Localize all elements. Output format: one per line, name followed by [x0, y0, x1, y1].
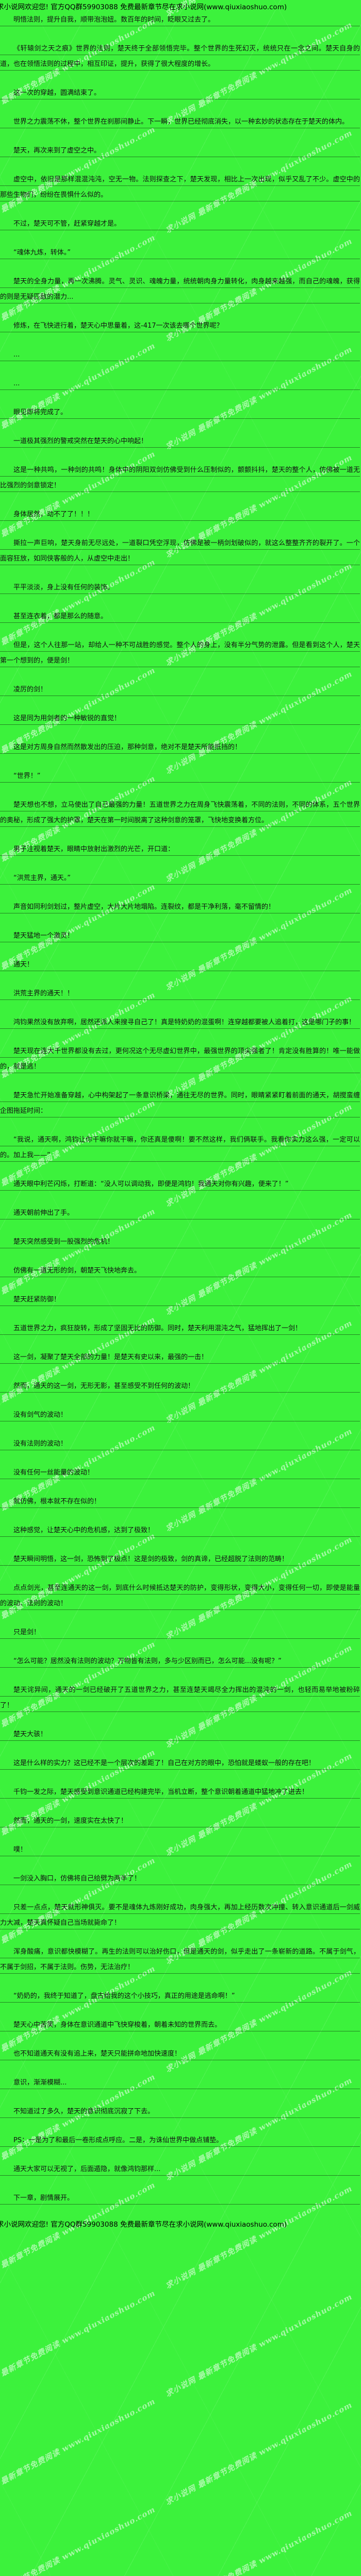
chapter-paragraph: ...	[0, 347, 360, 363]
chapter-paragraph: 楚天心中苦笑，身体在意识通道中飞快穿梭着，朝着未知的世界而去。	[0, 2018, 360, 2033]
chapter-paragraph: 这是什么样的实力？这已经不是一个层次的差距了！自己在对方的眼中，恐怕就是蝼蚁一般…	[0, 1756, 360, 1771]
chapter-paragraph: 这种感觉，让楚天心中的危机感，达到了极致！	[0, 1523, 360, 1538]
chapter-paragraph: 噗！	[0, 1842, 360, 1858]
chapter-paragraph: 楚天大骇！	[0, 1727, 360, 1742]
chapter-paragraph: 没有法则的波动！	[0, 1436, 360, 1452]
chapter-paragraph: 楚天猛地一个激灵！	[0, 928, 360, 944]
chapter-paragraph: 身体居然，动不了了！！！	[0, 507, 360, 522]
chapter-paragraph: 楚天诧异间，通天的一剑已经破开了五道世界之力，甚至连楚天竭尽全力挥出的混沌的一剑…	[0, 1683, 360, 1714]
chapter-paragraph: 一剑没入胸口，仿佛将自己给劈为两半了！	[0, 1871, 360, 1887]
chapter-paragraph: 楚天现在连大千世界都没有去过，更何况这个无尽虚幻世界中，最强世界的顶尖强者了！肯…	[0, 1044, 360, 1075]
chapter-paragraph: 鸿钧果然没有放弃啊，居然还派人来搜寻自己了！真是特奶奶的混蛋啊！连穿越都要被人追…	[0, 1015, 360, 1030]
chapter-paragraph: 洪荒主界的通天！！	[0, 986, 360, 1002]
chapter-paragraph: 这一剑，凝聚了楚天全部的力量！是楚天有史以来，最强的一击！	[0, 1350, 360, 1365]
chapter-paragraph: 这是一种共鸣，一种剑的共鸣！身体中的阴阳双剑仿佛受到什么压制似的，颤颤抖抖，楚天…	[0, 463, 360, 494]
chapter-paragraph: 撕拉一声巨响，楚天身前无尽远处，一道裂口凭空浮现，仿佛是被一柄剑划破似的，就这么…	[0, 536, 360, 567]
chapter-paragraph: 一道极其强烈的警戒突然在楚天的心中响起！	[0, 434, 360, 449]
chapter-paragraph: ...	[0, 376, 360, 392]
chapter-paragraph: 仿佛有一道无形的剑，朝楚天飞快地奔去。	[0, 1263, 360, 1279]
chapter-paragraph: 没有剑气的波动！	[0, 1408, 360, 1423]
chapter-paragraph: 平平淡淡，身上没有任何的装饰。	[0, 580, 360, 596]
chapter-paragraph: 浑身酸痛，意识都快模糊了。再生的法则可以治好伤口，但是通天的剑，似乎走出了一条崭…	[0, 1944, 360, 1975]
chapter-paragraph: 通天！	[0, 957, 360, 973]
chapter-paragraph: 就仿佛，根本就不存在似的！	[0, 1494, 360, 1510]
chapter-paragraph: 楚天想也不想，立马使出了自己最强的力量！五道世界之力在周身飞快震荡着，不同的法则…	[0, 798, 360, 828]
chapter-paragraph: 楚天，再次来到了虚空之中。	[0, 143, 360, 159]
chapter-paragraph: 楚天突然感受到一股强烈的危机！	[0, 1234, 360, 1250]
page-content: 求小说网欢迎您! 官方QQ群59903088 免费最新章节尽在求小说网(www.…	[0, 3, 361, 2229]
chapter-paragraph: 明悟法则，提升自我，顺带泡泡妞。数百年的时间，眨眼又过去了。	[0, 12, 360, 28]
chapter-paragraph: 点点剑光，甚至连通天的这一剑，到底什么时候抵达楚天的防护，变得形状，变得大小，变…	[0, 1581, 360, 1612]
chapter-paragraph: 世界之力震荡不休，整个世界在刹那间静止。下一瞬，世界已经彻底消失，以一种玄妙的状…	[0, 114, 360, 130]
chapter-paragraph: 声音如同利剑划过，整片虚空，大片大片地塌陷。连裂纹，都是干净利落，毫不留情的！	[0, 900, 360, 915]
chapter-paragraph: 没有任何一丝能量的波动！	[0, 1465, 360, 1481]
chapter-paragraph: 《轩辕剑之天之痕》世界的法则，楚天终于全部领悟完毕。整个世界的生死幻灭，统统只在…	[0, 41, 360, 72]
chapter-paragraph: 通天大家可以无视了，后面遁隐，就像鸿钧那样...	[0, 2162, 360, 2177]
chapter-paragraph: 眼见即将完成了。	[0, 405, 360, 420]
chapter-paragraph: 只是剑！	[0, 1625, 360, 1640]
watermark-text: 求小说网 最新章节免费阅读 www.qiuxiaoshuo.com 求小说网 最…	[0, 2292, 354, 2503]
chapter-paragraph: “洪荒主界，通天。”	[0, 871, 360, 886]
chapter-paragraph: 楚天的全身力量，再一次沸腾。灵气、灵识、魂魄力量，统统朝肉身力量转化，肉身越来越…	[0, 274, 360, 305]
chapter-paragraph: 男子注视着楚天，眼睛中放射出激烈的光芒，开口道：	[0, 842, 360, 857]
chapter-paragraph: 修炼，在飞快进行着，楚天心中思量着，这-417一次该去哪个世界呢？	[0, 318, 360, 334]
chapter-paragraph: 凌厉的剑！	[0, 682, 360, 698]
chapter-paragraph: 不知道过了多久，楚天的意识彻底沉寂了下去。	[0, 2104, 360, 2120]
chapter-paragraph: 然而，通天的一剑，速度实在太快了！	[0, 1814, 360, 1829]
watermark-text: 求小说网 最新章节免费阅读 www.qiuxiaoshuo.com 求小说网 最…	[0, 2400, 354, 2576]
site-banner-top: 求小说网欢迎您! 官方QQ群59903088 免费最新章节尽在求小说网(www.…	[0, 3, 287, 11]
chapter-paragraph: 但是，这个人往那一站，却给人一种不可战胜的感觉。整个人的身上，没有半分气势的泄露…	[0, 638, 360, 669]
chapter-paragraph: 也不知道通天有没有追上来，楚天只能拼命地加快速度！	[0, 2046, 360, 2062]
chapter-paragraph: 然而，通天的这一剑，无形无影，甚至感受不到任何的波动！	[0, 1379, 360, 1394]
chapter-paragraph: 这是对方周身自然而然散发出的压迫，那种剑意，绝对不是楚天所能抵挡的！	[0, 740, 360, 755]
chapter-paragraph: 通天朝前伸出了手。	[0, 1206, 360, 1221]
chapter-paragraph: 通天眼中利芒闪烁，打断道：“没人可以调动我，即便是鸿钧！我通天对你有兴趣，便来了…	[0, 1177, 360, 1192]
chapter-paragraph: 不过，楚天可不管，赶紧穿越才是。	[0, 216, 360, 232]
watermark-text: 求小说网 最新章节免费阅读 www.qiuxiaoshuo.com 求小说网 最…	[0, 2507, 354, 2576]
chapter-paragraph: 甚至连衣着，都是那么的随意。	[0, 609, 360, 624]
chapter-paragraph: 只差一点点，楚天就形神俱灭。要不是魂体九炼刚好成功，肉身强大，再加上经历数次冲撞…	[0, 1900, 360, 1931]
chapter-paragraph: “怎么可能？居然没有法则的波动？万物皆有法则，多与少区别而已，怎么可能...没有…	[0, 1654, 360, 1669]
chapter-paragraph: 楚天赶紧防御！	[0, 1292, 360, 1308]
chapter-paragraph: 意识，渐渐模糊...	[0, 2075, 360, 2091]
chapter-paragraph: PS：一是为了和最后一卷形成点呼应。二是，为诛仙世界中做点铺垫。	[0, 2133, 360, 2148]
chapter-paragraph: 这一次的穿越，圆满结束了。	[0, 86, 360, 101]
chapter-paragraph: 楚天瞬间明悟，这一剑，恐怖到了极点！这是剑的极致，剑的真谛，已经超脱了法则的范畴…	[0, 1552, 360, 1567]
chapter-paragraph: “奶奶的，我终于知道了，盘古给我的这个小技巧，真正的用途是逃命啊！”	[0, 1989, 360, 2004]
chapter-paragraph: 下一章，剧情展开。	[0, 2191, 360, 2206]
chapter-paragraph: “世界！”	[0, 769, 360, 784]
chapter-paragraph: 千钧一发之际，楚天感受到意识通道已经构建完毕，当机立断，整个意识朝着通道中猛地冲…	[0, 1785, 360, 1800]
chapter-paragraph: “我说，通天啊，鸿钧让你干嘛你就干嘛，你还真是傻啊！要不然这样，我们俩联手。我看…	[0, 1132, 360, 1163]
chapter-paragraph: 楚天急忙开始准备穿越，心中构架起了一条意识桥梁，通往无尽的世界。同时，眼睛紧紧盯…	[0, 1088, 360, 1119]
chapter-paragraph: 五道世界之力，疯狂旋转，形成了坚固无比的防御。同时，楚天利用混沌之气，猛地挥出了…	[0, 1321, 360, 1336]
chapter-paragraph: 虚空中，依旧是那样混混沌沌，空无一物。法则探查之下，楚天发现，相比上一次出现，似…	[0, 172, 360, 203]
site-banner-bottom: 求小说网欢迎您! 官方QQ群59903088 免费最新章节尽在求小说网(www.…	[0, 2221, 287, 2229]
chapter-paragraph: 这是同为用剑者的一种敏锐的直觉！	[0, 711, 360, 726]
chapter-body: 明悟法则，提升自我，顺带泡泡妞。数百年的时间，眨眼又过去了。《轩辕剑之天之痕》世…	[0, 12, 361, 2206]
chapter-paragraph: “魂体九炼，转体。”	[0, 245, 360, 261]
